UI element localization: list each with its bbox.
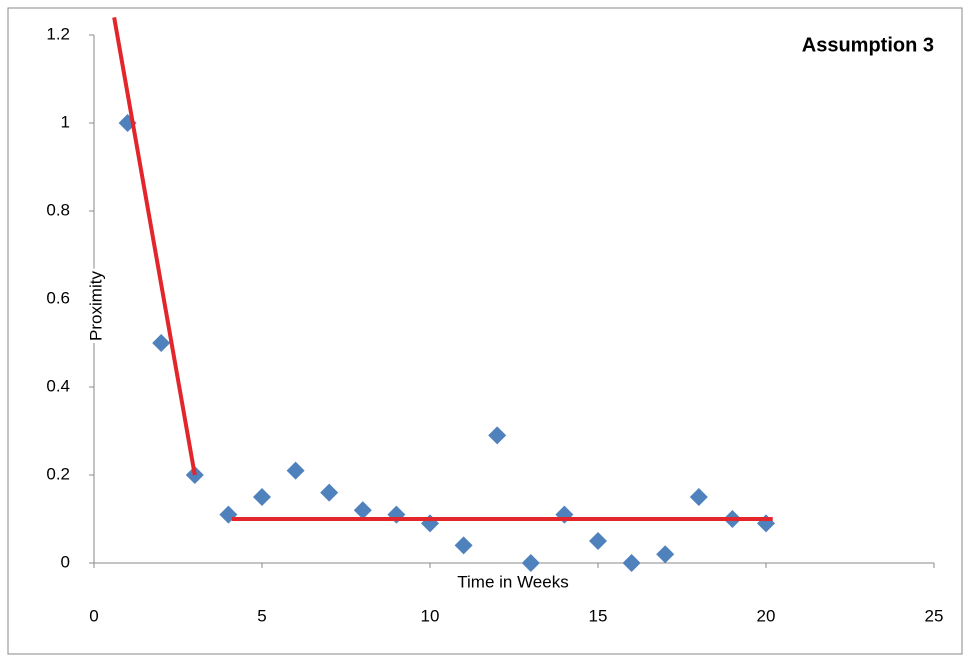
scatter-point [689,488,708,506]
x-tick-label: 20 [757,606,776,625]
x-tick-label: 15 [589,606,608,625]
x-tick-label: 5 [257,606,266,625]
label-background [455,572,571,592]
x-tick-label: 0 [89,606,98,625]
x-tick-label: 10 [421,606,440,625]
x-tick-label: 25 [925,606,944,625]
y-tick-label: 0.2 [46,464,70,483]
scatter-point [622,554,641,572]
x-axis-label: Time in Weeks [457,572,568,591]
y-tick-label: 0.6 [46,288,70,307]
y-tick-label: 0.4 [46,376,70,395]
scatter-point [353,501,372,520]
y-tick-label: 0.8 [46,200,70,219]
trend-line [112,17,197,476]
scatter-point [488,426,507,445]
scatter-point [152,334,171,352]
scatter-point [253,488,271,506]
scatter-point [320,483,339,502]
scatter-point [656,545,675,564]
y-axis-label: Proximity [86,271,105,341]
scatter-point [521,554,540,572]
y-tick-label: 1 [61,112,70,131]
y-tick-label: 0 [61,552,70,571]
chart-title: Assumption 3 [802,34,934,56]
label-background [86,268,106,343]
scatter-point [454,536,473,555]
scatter-point [286,461,305,480]
scatter-point [589,532,607,550]
chart-frame [7,7,963,655]
scatter-point [118,114,137,132]
y-tick-label: 1.2 [46,24,70,43]
